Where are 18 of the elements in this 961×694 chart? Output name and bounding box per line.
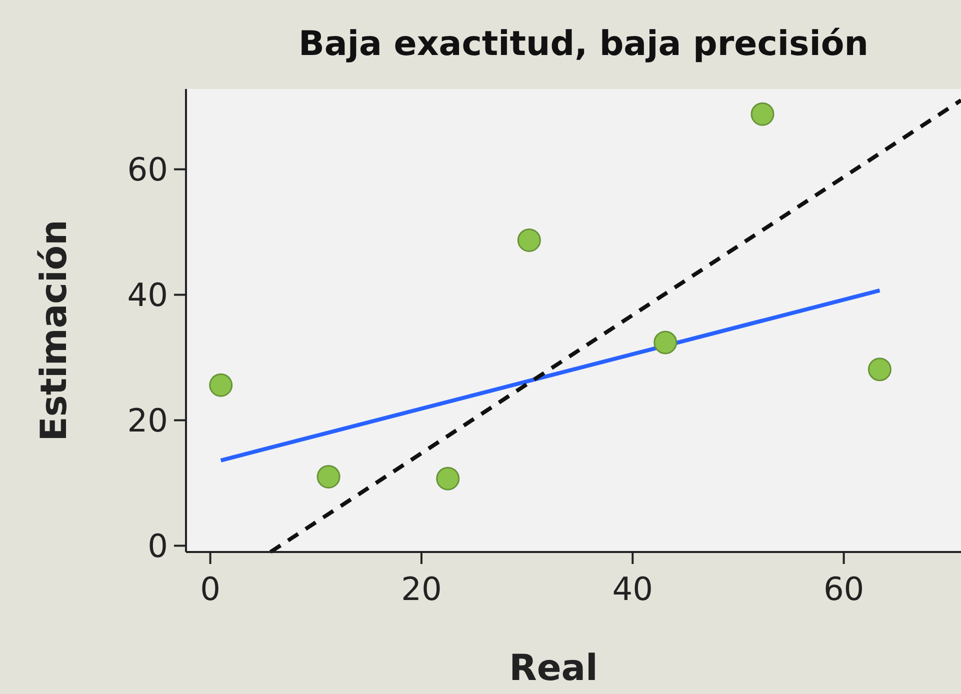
y-tick-label: 40 [127,276,168,314]
point [654,330,678,354]
y-tick-label: 60 [127,150,168,189]
point [868,358,892,382]
point [750,102,774,126]
chart-title: Baja exactitud, baja precisión [298,24,868,64]
point [517,228,541,252]
point [436,466,460,490]
x-tick-label: 0 [200,570,220,608]
y-axis-title: Estimación [34,220,75,442]
x-tick-label: 40 [612,570,653,608]
point [316,464,340,488]
x-tick-label: 60 [823,570,864,608]
y-tick-label: 0 [148,526,168,565]
point [209,373,233,397]
x-tick-label: 20 [401,570,442,608]
y-tick-label: 20 [127,401,168,440]
x-axis-title: Real [509,648,598,689]
